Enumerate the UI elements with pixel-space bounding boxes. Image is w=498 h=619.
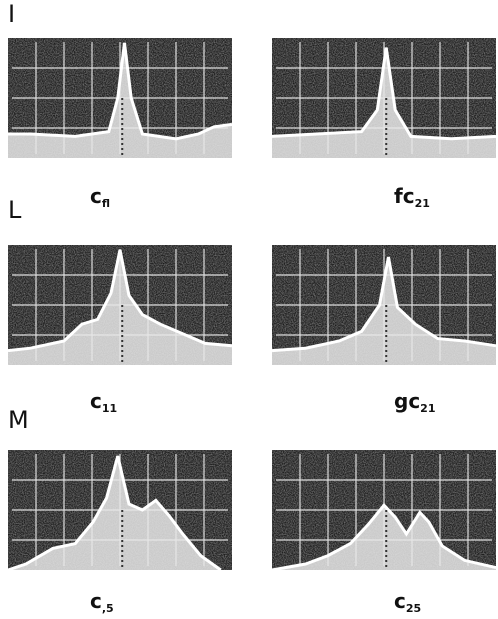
oscillogram <box>7 450 232 572</box>
panel-caption: cfl <box>90 184 110 210</box>
trace <box>7 249 233 353</box>
panel-caption: c,5 <box>90 589 114 615</box>
oscillogram <box>8 38 233 158</box>
trace-fill <box>272 47 496 158</box>
caption-sub: fl <box>102 197 110 210</box>
caption-sub: ,5 <box>102 602 114 615</box>
trace <box>8 42 233 141</box>
caption-main: c <box>90 589 102 613</box>
trace-fill <box>8 42 232 158</box>
caption-sub: 21 <box>420 402 435 415</box>
trace-fill <box>272 505 496 570</box>
oscillogram <box>271 38 497 158</box>
oscillogram <box>271 450 497 572</box>
caption-main: c <box>394 589 406 613</box>
trace <box>7 455 222 572</box>
trace-fill <box>272 257 496 365</box>
panel-caption: fc21 <box>394 184 430 210</box>
panel-caption: gc21 <box>394 389 435 415</box>
trace-fill <box>8 249 232 365</box>
trace <box>271 47 497 141</box>
caption-main: c <box>90 389 102 413</box>
trace-fill <box>8 456 232 570</box>
trace <box>271 502 497 572</box>
caption-sub: 11 <box>102 402 117 415</box>
row-label: L <box>8 196 22 224</box>
row-label: I <box>8 0 15 28</box>
caption-sub: 25 <box>406 602 421 615</box>
trace <box>271 256 497 353</box>
caption-main: fc <box>394 184 415 208</box>
panel-caption: c11 <box>90 389 117 415</box>
panel-caption: c25 <box>394 589 421 615</box>
caption-main: c <box>90 184 102 208</box>
oscillogram <box>271 245 497 365</box>
oscillogram <box>7 245 233 365</box>
caption-main: gc <box>394 389 420 413</box>
row-label: M <box>8 406 29 434</box>
caption-sub: 21 <box>415 197 430 210</box>
